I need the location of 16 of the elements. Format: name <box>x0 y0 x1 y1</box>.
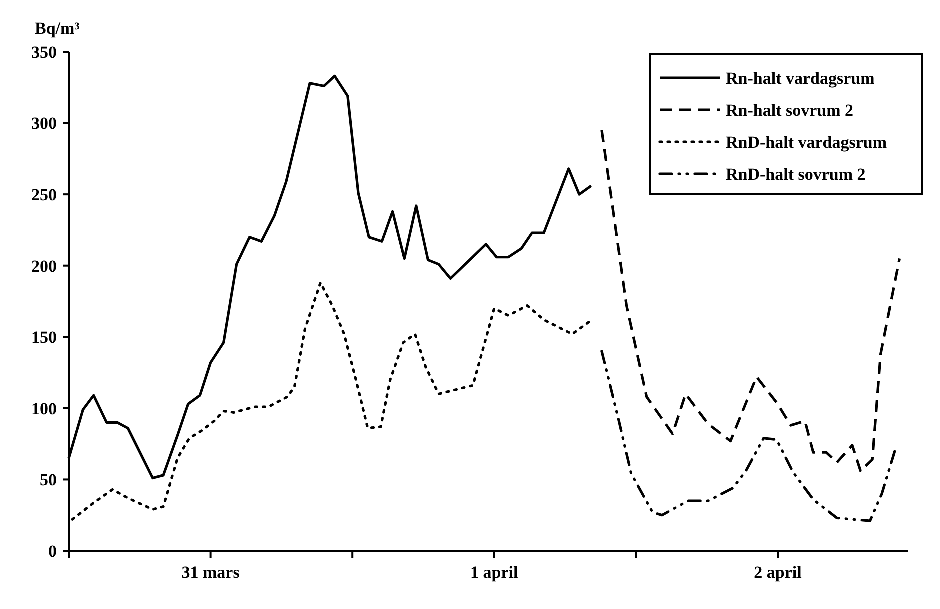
x-tick-label: 1 april <box>470 563 519 582</box>
x-tick-label: 2 april <box>754 563 802 582</box>
y-tick-label: 200 <box>32 256 57 276</box>
legend-label: RnD-halt sovrum 2 <box>726 164 866 184</box>
y-tick-label: 150 <box>32 328 57 348</box>
y-tick-label: 0 <box>48 542 57 561</box>
x-tick-label: 31 mars <box>182 563 240 582</box>
legend-label: Rn-halt vardagsrum <box>726 68 875 88</box>
y-tick-label: 50 <box>40 470 57 490</box>
y-tick-label: 300 <box>32 114 57 134</box>
y-tick-label: 100 <box>32 399 57 418</box>
y-tick-label: 250 <box>32 186 57 205</box>
y-axis-title: Bq/m³ <box>35 19 80 38</box>
legend-label: Rn-halt sovrum 2 <box>726 100 854 120</box>
legend-label: RnD-halt vardagsrum <box>726 132 888 152</box>
y-tick-label: 350 <box>32 42 57 62</box>
